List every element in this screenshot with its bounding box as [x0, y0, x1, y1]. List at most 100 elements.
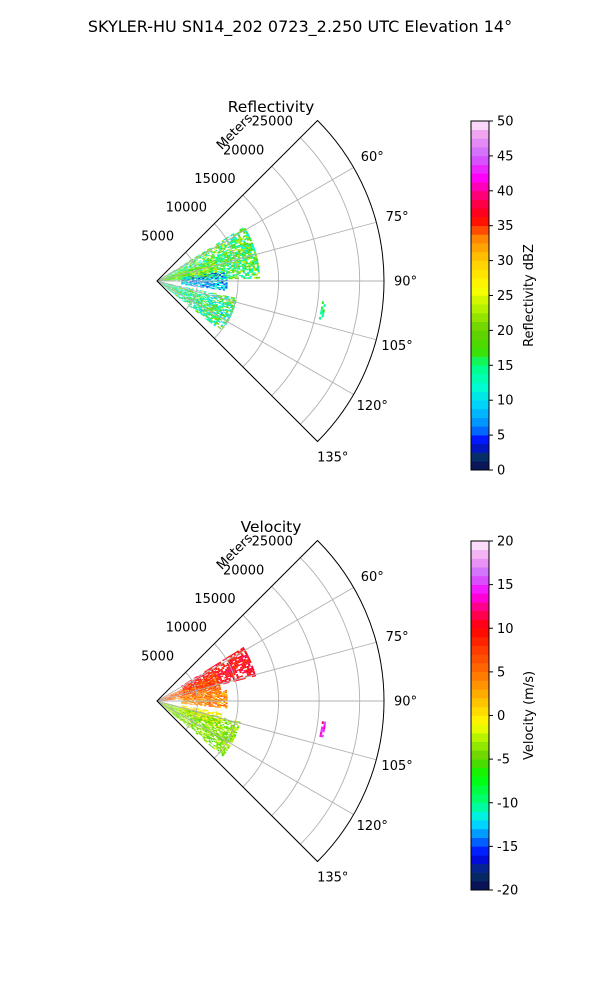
- colorbar-band: [471, 400, 489, 410]
- echo-gate: [229, 240, 232, 244]
- echo-gate: [193, 703, 197, 704]
- echo-gate: [190, 689, 194, 691]
- echo-gate: [210, 267, 213, 269]
- echo-gate: [213, 727, 217, 730]
- panel-title: Reflectivity: [228, 98, 315, 116]
- echo-gate: [226, 303, 230, 305]
- echo-gate: [170, 693, 173, 695]
- echo-gate: [180, 705, 183, 707]
- echo-gate: [181, 292, 184, 294]
- echo-gate: [237, 234, 241, 237]
- echo-gate: [245, 652, 248, 655]
- echo-gate: [226, 672, 229, 674]
- echo-gate: [230, 725, 233, 728]
- echo-gate: [254, 262, 257, 265]
- echo-gate: [222, 673, 225, 676]
- echo-gate: [206, 683, 209, 685]
- echo-gate: [229, 302, 232, 305]
- echo-gate: [187, 715, 190, 717]
- panel-title: Velocity: [241, 518, 302, 536]
- echo-gate: [206, 674, 209, 677]
- echo-gate: [198, 277, 201, 278]
- echo-gate: [222, 303, 225, 306]
- echo-gate: [188, 264, 192, 266]
- echo-gate: [240, 653, 244, 656]
- echo-gate: [200, 295, 203, 297]
- echo-gate: [202, 254, 206, 257]
- echo-gate: [199, 298, 202, 300]
- echo-gate: [208, 719, 211, 721]
- echo-gate: [195, 263, 198, 265]
- echo-gate: [178, 690, 181, 692]
- echo-gate: [207, 716, 210, 718]
- echo-gate: [232, 297, 236, 299]
- echo-gate: [210, 705, 213, 707]
- echo-gate: [221, 276, 224, 279]
- echo-gate: [183, 279, 186, 281]
- echo-gate: [180, 272, 183, 274]
- echo-gate: [172, 711, 175, 713]
- echo-gate: [214, 674, 217, 677]
- echo-gate: [178, 714, 181, 716]
- echo-gate: [237, 249, 240, 252]
- echo-gate: [214, 306, 217, 309]
- echo-gate: [195, 717, 198, 719]
- echo-gate: [191, 684, 194, 687]
- echo-gate: [214, 293, 217, 295]
- echo-gate: [218, 669, 221, 672]
- echo-gate: [184, 715, 187, 718]
- echo-gate: [248, 265, 251, 268]
- echo-gate: [176, 707, 179, 709]
- echo-gate: [162, 698, 165, 699]
- echo-gate: [204, 675, 207, 677]
- echo-gate: [166, 275, 169, 277]
- echo-gate: [242, 648, 246, 651]
- echo-gate: [232, 234, 236, 237]
- echo-gate: [185, 693, 188, 695]
- echo-gate: [213, 296, 216, 299]
- echo-gate: [204, 731, 207, 733]
- echo-gate: [176, 693, 179, 695]
- echo-gate: [192, 686, 195, 688]
- echo-gate: [233, 269, 237, 271]
- echo-gate: [187, 277, 190, 279]
- echo-gate: [212, 687, 215, 689]
- echo-gate: [199, 270, 203, 272]
- echo-gate: [163, 705, 166, 708]
- echo-gate: [172, 274, 175, 276]
- echo-gate: [185, 694, 188, 696]
- echo-gate: [197, 270, 201, 272]
- echo-gate: [213, 320, 216, 323]
- echo-gate: [208, 676, 212, 679]
- echo-gate: [192, 709, 196, 711]
- echo-gate: [217, 278, 220, 280]
- echo-gate: [172, 269, 175, 272]
- echo-gate: [174, 693, 177, 695]
- echo-gate: [172, 694, 175, 696]
- echo-gate: [197, 683, 200, 685]
- echo-gate: [220, 733, 223, 735]
- echo-gate: [223, 243, 227, 247]
- echo-gate: [176, 273, 179, 275]
- echo-gate: [198, 728, 202, 731]
- echo-gate: [209, 671, 213, 674]
- echo-gate: [198, 295, 201, 297]
- echo-gate: [212, 267, 215, 270]
- echo-gate: [208, 696, 211, 698]
- echo-gate: [213, 323, 217, 326]
- echo-gate: [185, 288, 188, 290]
- echo-gate: [212, 729, 216, 732]
- echo-gate: [210, 729, 213, 732]
- echo-gate: [166, 704, 169, 705]
- echo-gate: [196, 727, 199, 730]
- echo-gate: [242, 259, 246, 261]
- echo-gate: [219, 249, 222, 252]
- echo-gate: [198, 260, 201, 262]
- echo-gate: [225, 721, 228, 724]
- echo-gate: [194, 693, 197, 695]
- echo-gate: [198, 283, 201, 285]
- echo-gate: [170, 291, 172, 293]
- echo-gate: [193, 692, 197, 694]
- echo-gate: [207, 734, 210, 737]
- echo-gate: [228, 263, 232, 266]
